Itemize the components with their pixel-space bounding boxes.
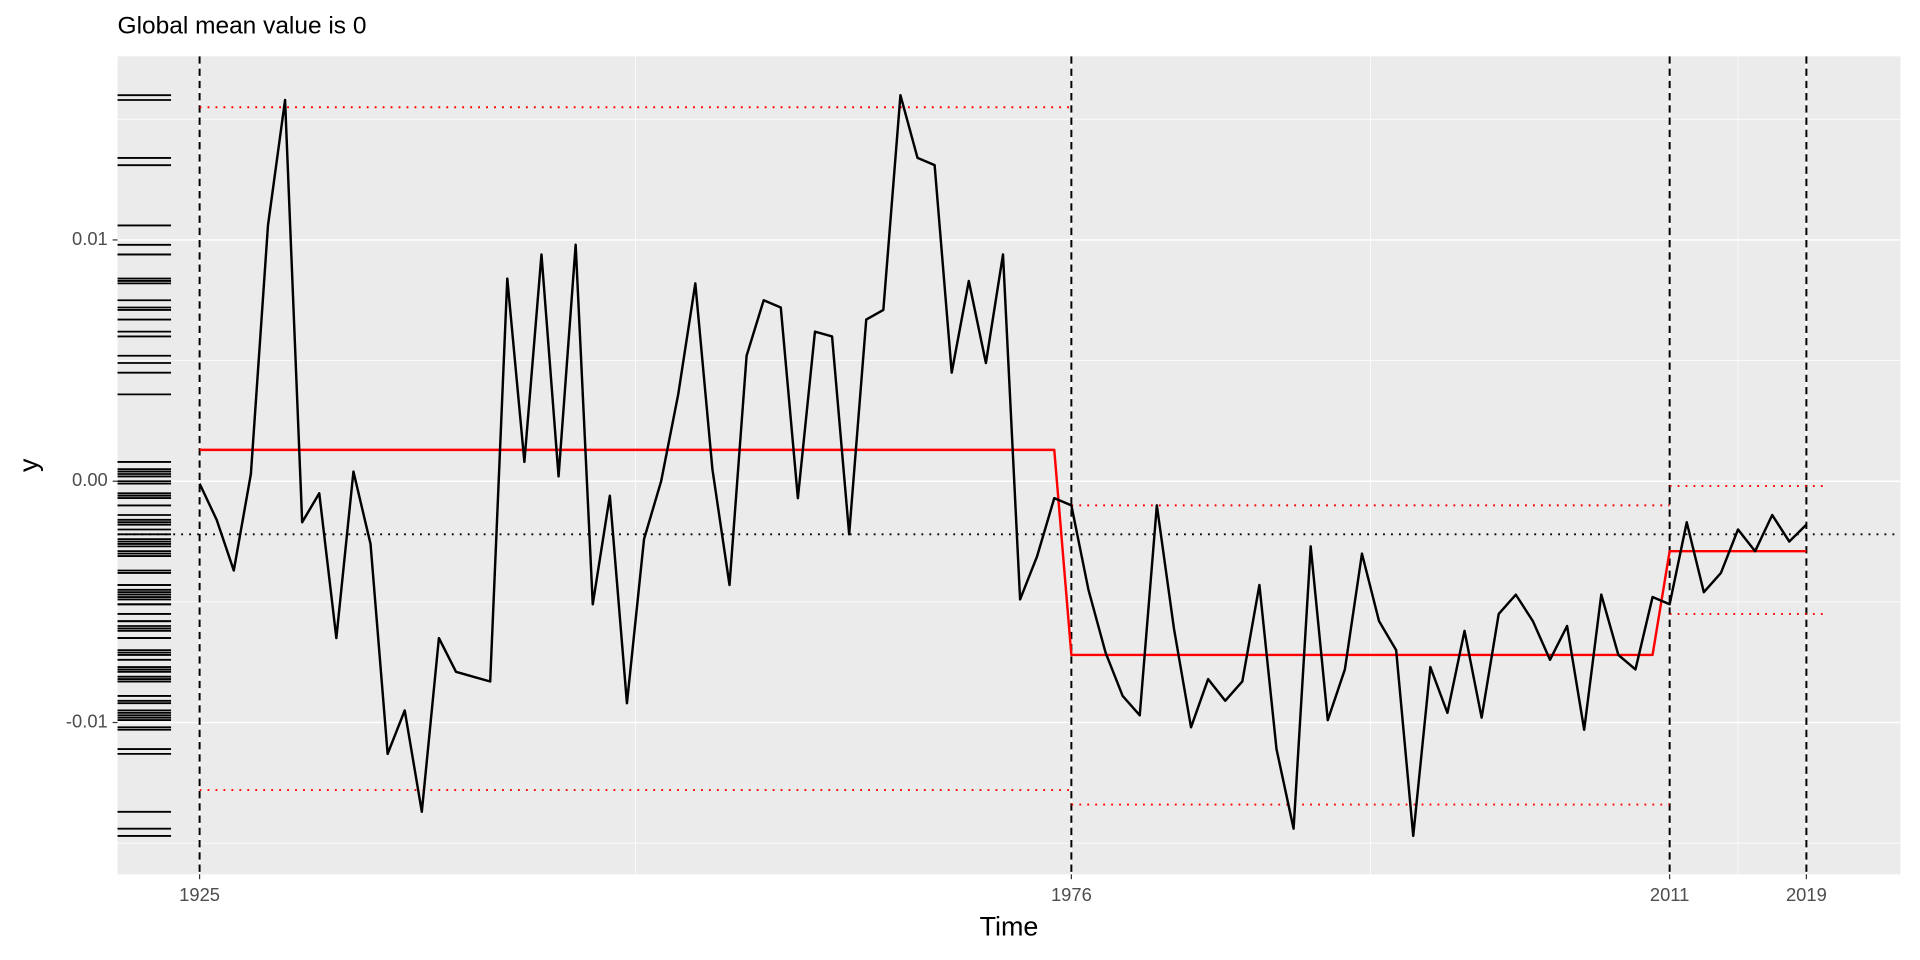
y-tick-label: -0.01 (66, 710, 108, 731)
chart-title: Global mean value is 0 (118, 12, 367, 39)
segment-mean-line (199, 448, 1807, 657)
y-tick-label: 0.01 (72, 228, 108, 249)
x-tick-label: 1976 (1051, 884, 1092, 905)
plot-panel (117, 56, 1901, 875)
x-tick-label: 1925 (179, 884, 220, 905)
series-line (198, 93, 1808, 838)
y-axis-label: y (14, 458, 44, 472)
x-tick-label: 2011 (1650, 884, 1689, 905)
x-tick-label: 2019 (1786, 884, 1827, 905)
x-axis-label: Time (980, 911, 1039, 941)
y-tick-label: 0.00 (72, 469, 108, 490)
